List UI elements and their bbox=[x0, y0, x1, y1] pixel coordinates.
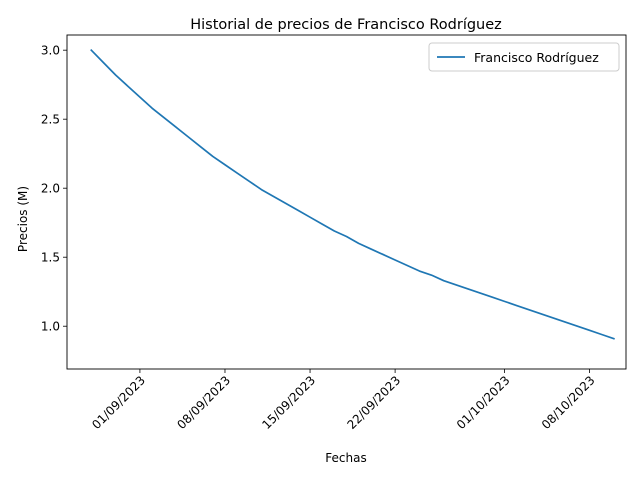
y-tick-label: 2.0 bbox=[41, 182, 60, 196]
series-line bbox=[90, 48, 615, 340]
plot-area-frame bbox=[66, 34, 627, 370]
y-axis-label: Precios (M) bbox=[16, 186, 30, 252]
chart-title: Historial de precios de Francisco Rodríg… bbox=[190, 17, 502, 33]
series-layer bbox=[90, 48, 615, 340]
y-axis: 1.0 1.5 2.0 2.5 3.0 bbox=[41, 44, 67, 334]
legend-entry-label: Francisco Rodríguez bbox=[474, 50, 599, 65]
y-tick-label: 3.0 bbox=[41, 44, 60, 58]
legend-box bbox=[428, 42, 620, 72]
y-tick-label: 1.5 bbox=[41, 251, 60, 265]
legend: Francisco Rodríguez bbox=[428, 42, 620, 72]
y-tick-label: 1.0 bbox=[41, 320, 60, 334]
x-axis-label: Fechas bbox=[325, 451, 366, 465]
y-tick-label: 2.5 bbox=[41, 113, 60, 127]
